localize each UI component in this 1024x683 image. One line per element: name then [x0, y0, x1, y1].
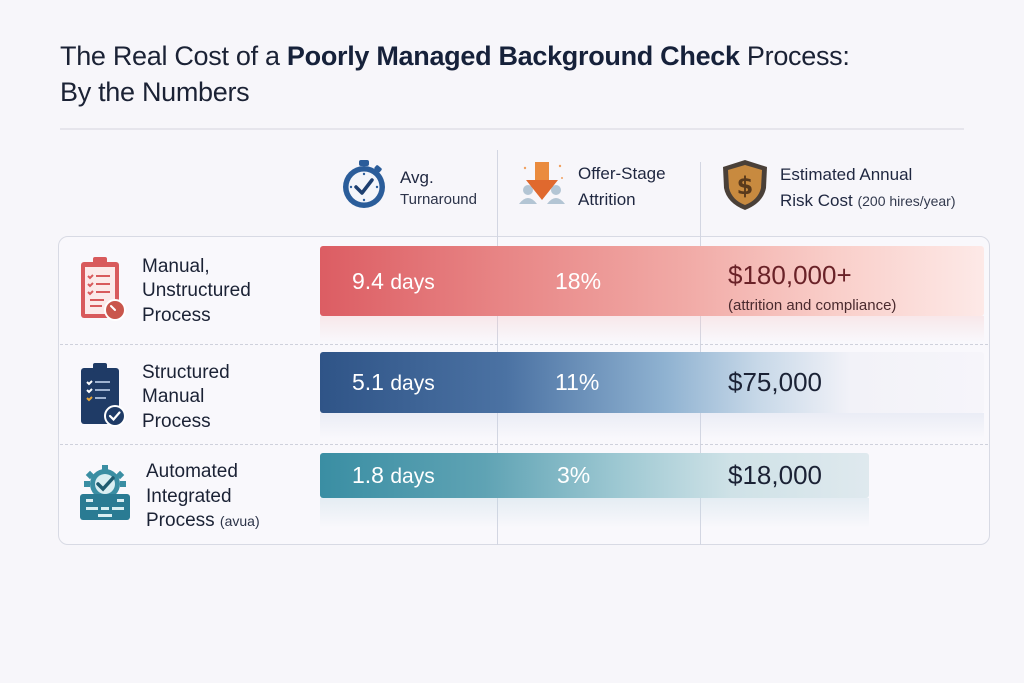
column-sublabel: Turnaround: [400, 191, 477, 208]
row-label-line: Manual,: [142, 255, 210, 277]
stopwatch-icon: [338, 158, 390, 215]
risk-cost-value: $18,000: [728, 460, 822, 490]
row-label-manual-unstructured: Manual, Unstructured Process: [78, 254, 251, 329]
row-label-line: Integrated: [146, 485, 232, 507]
row-label-automated-integrated: Automated Integrated Process (avua): [78, 460, 260, 534]
title-bold: Poorly Managed Background Check: [286, 41, 740, 71]
column-header-turnaround: Avg. Turnaround: [338, 158, 477, 215]
column-sublabel: Attrition: [578, 189, 636, 209]
risk-cost-cell: $180,000+ (attrition and compliance): [728, 252, 896, 322]
turnaround-unit: days: [390, 372, 435, 395]
turnaround-cell: 9.4 days: [352, 246, 435, 316]
attrition-cell: 3%: [557, 453, 590, 498]
turnaround-value: 9.4: [352, 267, 384, 294]
row-divider: [60, 344, 988, 345]
column-header-attrition: Offer-Stage Attrition: [518, 158, 666, 215]
dollar-shield-icon: $: [720, 158, 770, 217]
row-label-line: Process: [142, 304, 211, 326]
column-label: Avg.: [400, 168, 434, 187]
row-label-line: Automated: [146, 461, 238, 482]
row-label-line: Process: [142, 410, 211, 432]
row-label-line: Structured: [142, 361, 230, 383]
attrition-value: 11%: [555, 369, 600, 395]
clipboard-check-icon: [78, 360, 128, 435]
risk-cost-value: $75,000: [728, 367, 822, 397]
attrition-cell: 11%: [555, 352, 599, 413]
risk-cost-note: (attrition and compliance): [728, 297, 897, 314]
column-note: (200 hires/year): [857, 192, 956, 209]
bar-reflection: [320, 413, 984, 439]
row-label-structured-manual: Structured Manual Process: [78, 360, 230, 435]
row-bar-automated-integrated: [320, 453, 869, 498]
gear-check-icon: [78, 464, 132, 529]
row-bar-structured-manual: [320, 352, 984, 413]
turnaround-value: 5.1: [352, 369, 384, 395]
row-divider: [60, 444, 988, 445]
risk-cost-cell: $75,000: [728, 352, 822, 413]
turnaround-unit: days: [390, 465, 435, 488]
risk-cost-cell: $18,000: [728, 453, 822, 498]
row-label-note: (avua): [219, 513, 260, 529]
title-divider: [60, 128, 964, 130]
row-label-line: Process: [146, 510, 215, 531]
turnaround-unit: days: [390, 270, 435, 294]
svg-text:$: $: [737, 172, 754, 200]
column-label: Estimated Annual: [780, 164, 913, 184]
turnaround-value: 1.8: [352, 462, 384, 488]
column-divider: [497, 150, 498, 545]
page-title: The Real Cost of a Poorly Managed Backgr…: [60, 38, 980, 110]
bar-reflection: [320, 316, 984, 342]
turnaround-cell: 1.8 days: [352, 453, 435, 498]
row-bar-manual-unstructured: [320, 246, 984, 316]
row-label-line: Manual: [142, 386, 205, 408]
column-header-risk-cost: $ Estimated Annual Risk Cost (200 hires/…: [720, 158, 956, 217]
clipboard-clock-icon: [78, 254, 128, 329]
title-line2: By the Numbers: [60, 77, 250, 107]
risk-cost-value: $180,000+: [728, 260, 852, 290]
down-arrow-people-icon: [518, 158, 568, 215]
attrition-value: 18%: [555, 267, 602, 294]
column-label: Offer-Stage: [578, 163, 666, 183]
title-suffix: Process:: [739, 41, 850, 71]
row-label-line: Unstructured: [142, 280, 251, 302]
attrition-cell: 18%: [555, 246, 601, 316]
bar-reflection: [320, 498, 869, 528]
turnaround-cell: 5.1 days: [352, 352, 435, 413]
column-sublabel: Risk Cost: [780, 190, 853, 210]
attrition-value: 3%: [557, 462, 591, 488]
title-prefix: The Real Cost of a: [60, 41, 287, 71]
